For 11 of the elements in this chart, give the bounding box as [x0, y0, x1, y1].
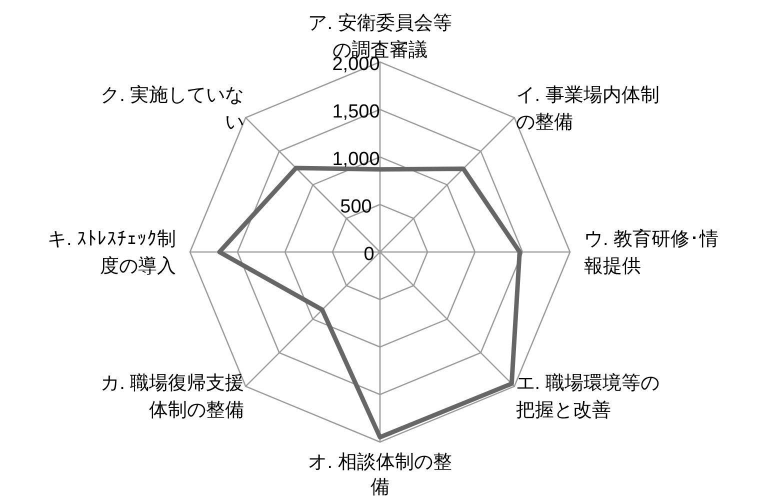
spoke-label: オ. 相談体制の整備 [308, 452, 452, 498]
y-tick-label: 0 [364, 244, 374, 265]
y-tick-label: 1,500 [332, 102, 380, 122]
y-tick-label: 500 [340, 196, 372, 218]
spoke-label: ウ. 教育研修･情報提供 [584, 228, 719, 277]
spoke-label: エ. 職場環境等の把握と改善 [516, 372, 660, 422]
spoke-label: イ. 事業場内体制の整備 [516, 84, 660, 133]
spoke-label: キ. ｽﾄﾚｽﾁｪｯｸ制度の導入 [47, 229, 176, 277]
spoke-label: ク. 実施していない [100, 84, 244, 133]
y-tick-label: 1,000 [332, 149, 380, 170]
spoke-label: カ. 職場復帰支援体制の整備 [100, 373, 244, 422]
